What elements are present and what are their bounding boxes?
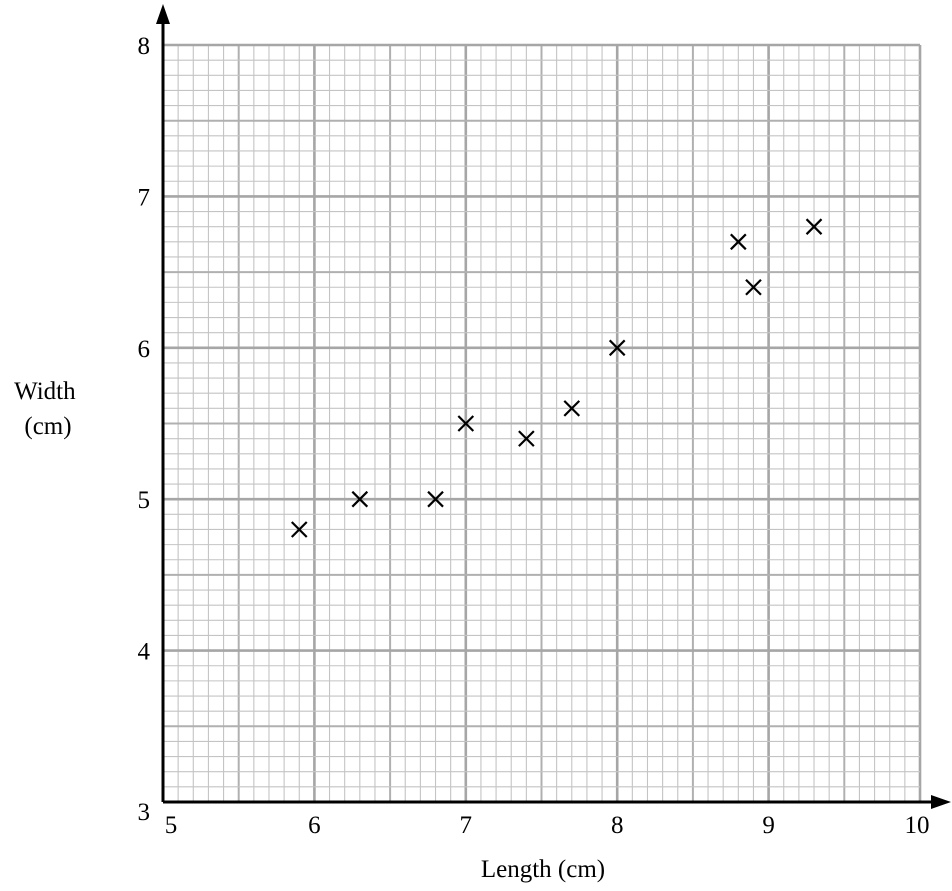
y-tick-label: 7	[138, 184, 151, 211]
marker-stroke	[805, 218, 823, 235]
y-tick-label: 6	[138, 336, 151, 363]
y-axis-label-line-1: Width	[14, 378, 76, 405]
data-point-marker	[290, 521, 308, 538]
data-point-marker	[745, 278, 762, 296]
marker-stroke	[351, 490, 369, 508]
data-point-marker	[427, 490, 444, 508]
x-tick-label: 6	[308, 812, 321, 839]
x-tick-label: 8	[611, 812, 624, 839]
data-point-marker	[351, 490, 369, 508]
marker-stroke	[518, 430, 535, 447]
marker-stroke	[427, 490, 444, 508]
y-tick-label: 3	[138, 799, 151, 826]
x-tick-labels: 5 6 7 8 9 10	[165, 812, 930, 839]
x-tick-label: 7	[460, 812, 473, 839]
y-tick-label: 8	[138, 33, 151, 60]
y-axis-label-line-2: (cm)	[24, 413, 71, 440]
x-axis-arrowhead	[931, 795, 951, 809]
axes	[156, 4, 951, 809]
y-tick-label: 4	[138, 639, 151, 666]
data-point-marker	[518, 430, 535, 447]
marker-stroke	[730, 233, 747, 251]
x-axis-label: Length (cm)	[481, 856, 605, 883]
x-tick-label: 5	[165, 812, 178, 839]
marker-stroke	[608, 339, 626, 357]
marker-stroke	[457, 415, 475, 432]
y-axis-arrowhead	[156, 4, 170, 24]
x-tick-label: 10	[905, 812, 930, 839]
y-tick-label: 5	[138, 487, 151, 514]
x-tick-label: 9	[762, 812, 775, 839]
data-point-marker	[805, 218, 823, 235]
marker-stroke	[563, 400, 581, 417]
marker-stroke	[290, 521, 308, 538]
data-point-marker	[563, 400, 581, 417]
data-point-marker	[608, 339, 626, 357]
data-points	[290, 218, 823, 538]
grid	[161, 43, 922, 804]
data-point-marker	[730, 233, 747, 251]
data-point-marker	[457, 415, 475, 432]
marker-stroke	[745, 278, 762, 296]
y-tick-labels: 3 4 5 6 7 8	[138, 33, 151, 826]
y-axis-label: Width (cm)	[14, 378, 82, 440]
